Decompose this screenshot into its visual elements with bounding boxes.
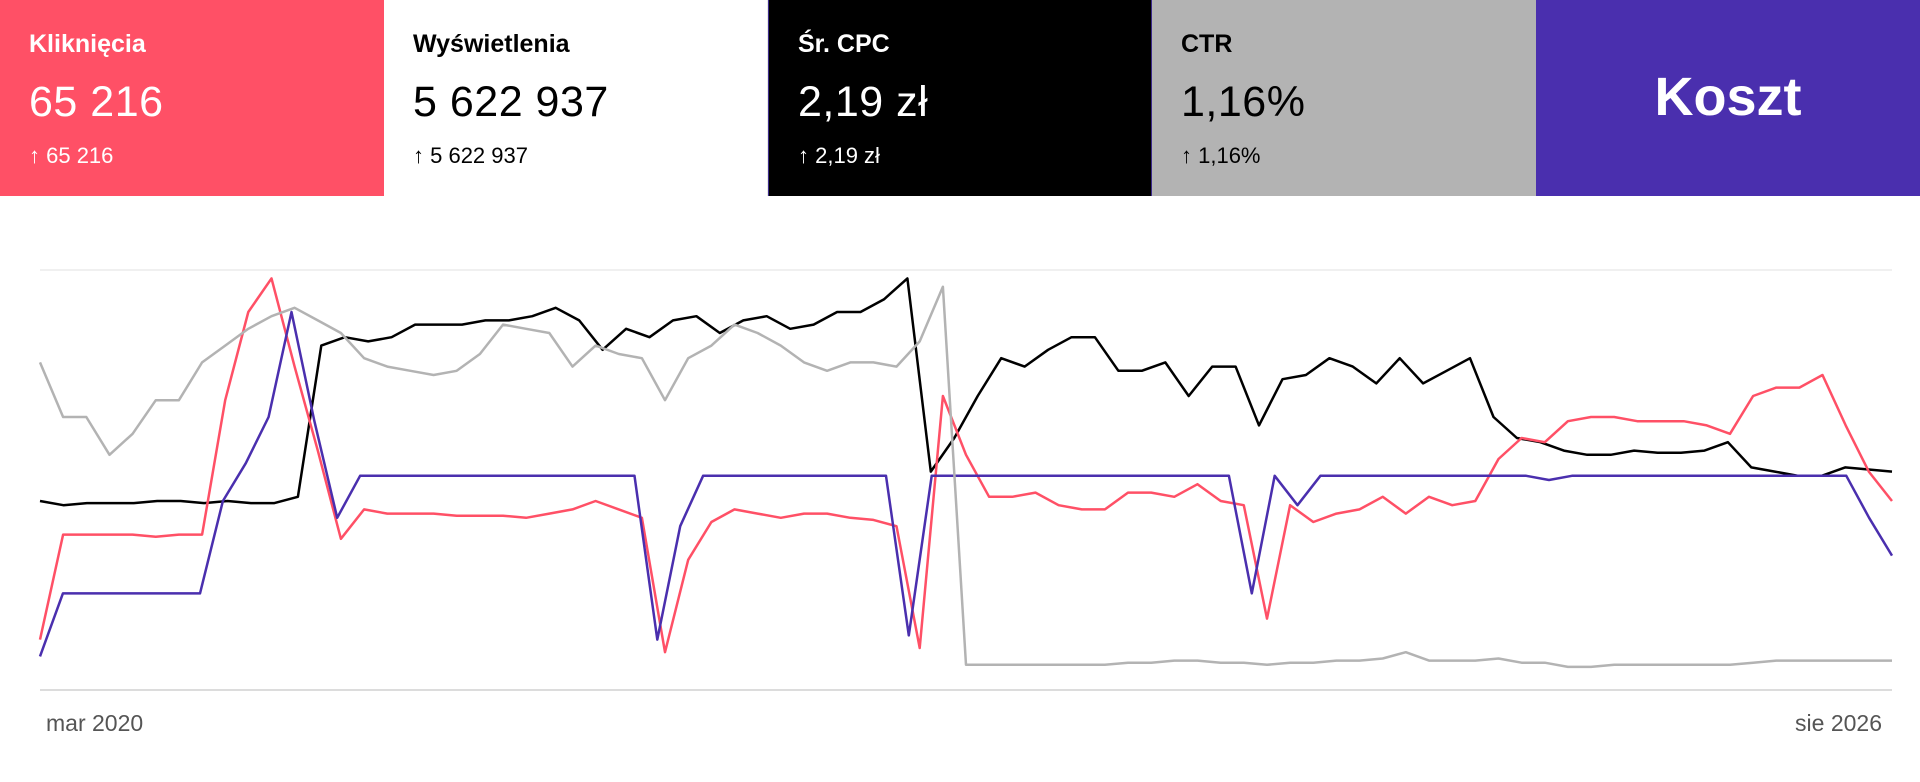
line-chart [38,269,1894,691]
series-line-4 [38,285,1892,669]
metric-label: Śr. CPC [798,30,890,58]
card-clicks[interactable]: Kliknięcia 65 216 ↑ 65 216 [0,0,384,196]
series-layer [38,277,1894,669]
card-ctr[interactable]: CTR 1,16% ↑ 1,16% [1152,0,1536,196]
metric-delta: ↑ 65 216 [29,143,114,168]
metric-delta: ↑ 2,19 zł [798,143,880,168]
metric-cards: Kliknięcia 65 216 ↑ 65 216 Wyświetlenia 5 62… [0,0,1920,196]
metric-label: Koszt [1654,67,1802,127]
metric-value: 2,19 zł [798,78,929,126]
series-line-1 [39,277,1893,507]
metric-delta: ↑ 5 622 937 [413,143,528,168]
metric-value: 5 622 937 [413,78,609,126]
card-cost[interactable]: Koszt [1536,0,1920,196]
metric-delta: ↑ 1,16% [1181,143,1261,168]
metric-label: CTR [1181,30,1233,58]
card-impressions[interactable]: Wyświetlenia 5 622 937 ↑ 5 622 937 [384,0,768,196]
card-avg-cpc[interactable]: Śr. CPC 2,19 zł ↑ 2,19 zł [768,0,1152,196]
series-line-2 [38,277,1893,654]
metric-label: Wyświetlenia [413,30,570,58]
x-tick-start: mar 2020 [46,710,144,736]
metric-value: 65 216 [29,78,164,126]
x-tick-end: sie 2026 [1795,710,1882,736]
series-line-3 [38,310,1894,657]
metric-value: 1,16% [1181,78,1306,126]
metric-label: Kliknięcia [29,30,146,58]
